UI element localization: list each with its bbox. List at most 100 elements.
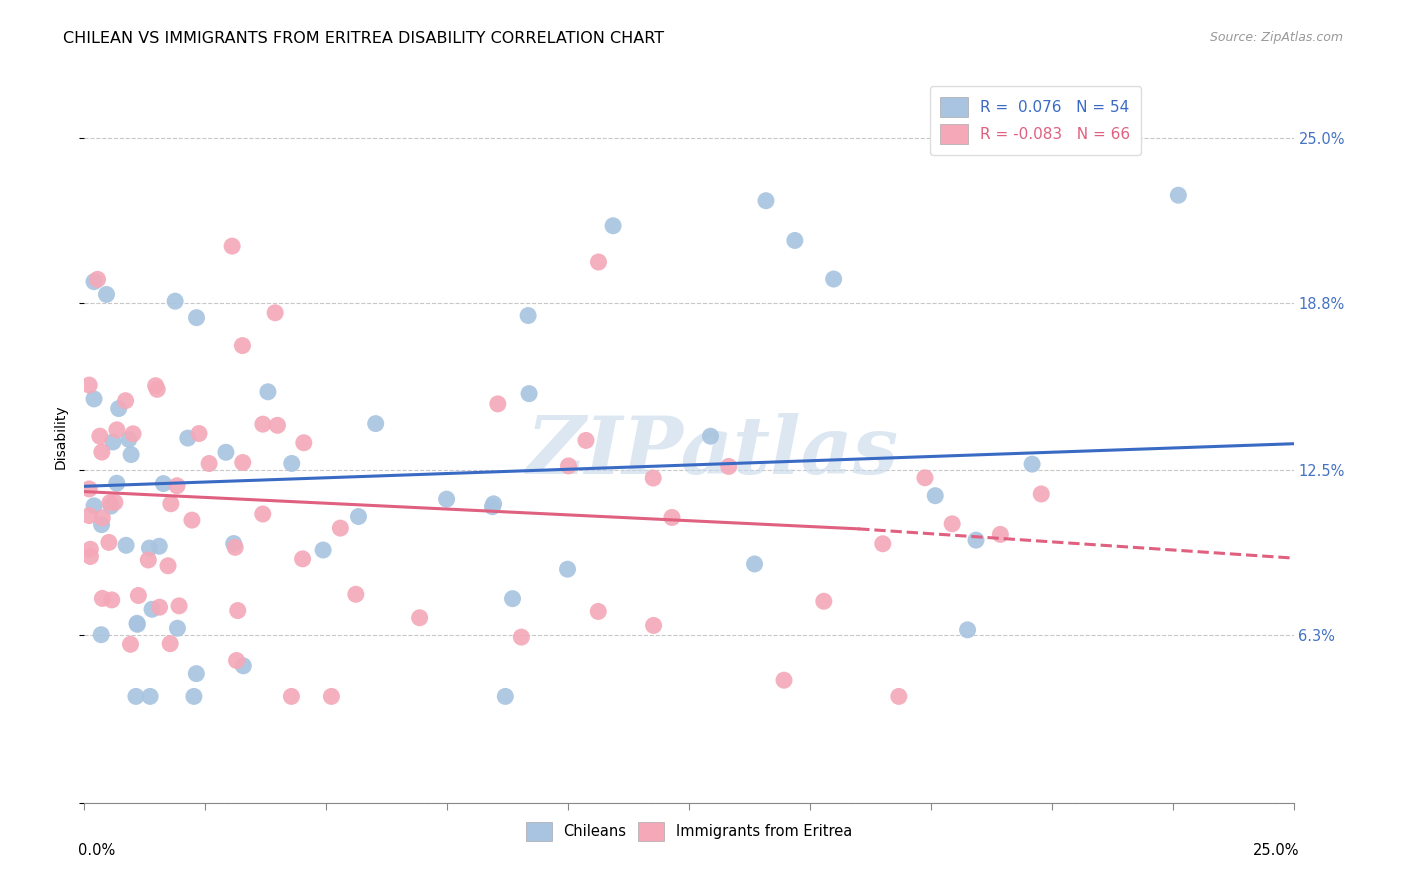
Point [872, 537, 894, 551]
Point [221, 239, 243, 253]
Point [344, 587, 367, 601]
Point [165, 294, 187, 309]
Point [575, 434, 598, 448]
Point [181, 513, 204, 527]
Point [96, 287, 118, 301]
Point [773, 673, 796, 688]
Legend: Chileans, Immigrants from Eritrea: Chileans, Immigrants from Eritrea [520, 816, 858, 847]
Point [100, 593, 122, 607]
Text: Source: ZipAtlas.com: Source: ZipAtlas.com [1209, 31, 1343, 45]
Point [252, 417, 274, 432]
Point [312, 543, 335, 558]
Point [97, 535, 120, 549]
Point [602, 219, 624, 233]
Point [188, 426, 211, 441]
Point [699, 429, 721, 443]
Point [232, 658, 254, 673]
Point [107, 401, 129, 416]
Point [104, 495, 127, 509]
Point [266, 418, 288, 433]
Point [280, 690, 302, 704]
Point [1021, 457, 1043, 471]
Point [79, 542, 101, 557]
Point [231, 338, 253, 352]
Point [783, 234, 806, 248]
Point [222, 536, 245, 550]
Point [408, 611, 430, 625]
Point [77, 378, 100, 392]
Point [148, 539, 170, 553]
Point [482, 497, 505, 511]
Point [364, 417, 387, 431]
Point [643, 471, 665, 485]
Point [90, 445, 112, 459]
Point [77, 482, 100, 496]
Point [924, 489, 946, 503]
Y-axis label: Disability: Disability [53, 405, 67, 469]
Point [755, 194, 778, 208]
Point [887, 690, 910, 704]
Text: 0.0%: 0.0% [79, 843, 115, 858]
Point [292, 435, 315, 450]
Point [183, 690, 205, 704]
Point [167, 599, 190, 613]
Point [956, 623, 979, 637]
Text: CHILEAN VS IMMIGRANTS FROM ERITREA DISABILITY CORRELATION CHART: CHILEAN VS IMMIGRANTS FROM ERITREA DISAB… [63, 31, 665, 46]
Point [122, 426, 145, 441]
Point [90, 517, 112, 532]
Point [105, 423, 128, 437]
Point [177, 431, 200, 445]
Point [257, 384, 280, 399]
Point [159, 637, 181, 651]
Point [145, 378, 167, 392]
Point [127, 617, 149, 632]
Point [586, 604, 609, 618]
Point [280, 457, 302, 471]
Point [502, 591, 524, 606]
Point [232, 456, 254, 470]
Point [988, 527, 1011, 541]
Point [215, 445, 238, 459]
Point [83, 499, 105, 513]
Point [717, 459, 740, 474]
Point [120, 448, 142, 462]
Point [79, 549, 101, 564]
Point [965, 533, 987, 548]
Point [166, 621, 188, 635]
Point [661, 510, 683, 524]
Point [252, 507, 274, 521]
Point [1031, 487, 1053, 501]
Point [118, 433, 141, 447]
Point [101, 434, 124, 449]
Point [136, 553, 159, 567]
Point [91, 511, 114, 525]
Point [91, 591, 114, 606]
Point [141, 602, 163, 616]
Point [139, 690, 162, 704]
Point [941, 516, 963, 531]
Point [823, 272, 845, 286]
Point [138, 541, 160, 555]
Point [226, 603, 249, 617]
Point [1167, 188, 1189, 202]
Point [160, 497, 183, 511]
Point [291, 552, 314, 566]
Point [481, 500, 503, 514]
Point [198, 457, 221, 471]
Point [77, 508, 100, 523]
Point [157, 558, 180, 573]
Point [510, 630, 533, 644]
Point [98, 496, 121, 510]
Point [127, 589, 149, 603]
Point [494, 690, 516, 704]
Point [643, 618, 665, 632]
Point [114, 393, 136, 408]
Point [744, 557, 766, 571]
Point [321, 690, 343, 704]
Point [152, 476, 174, 491]
Point [914, 471, 936, 485]
Point [436, 492, 458, 507]
Point [115, 538, 138, 552]
Text: ZIPatlas: ZIPatlas [527, 413, 900, 491]
Point [588, 255, 610, 269]
